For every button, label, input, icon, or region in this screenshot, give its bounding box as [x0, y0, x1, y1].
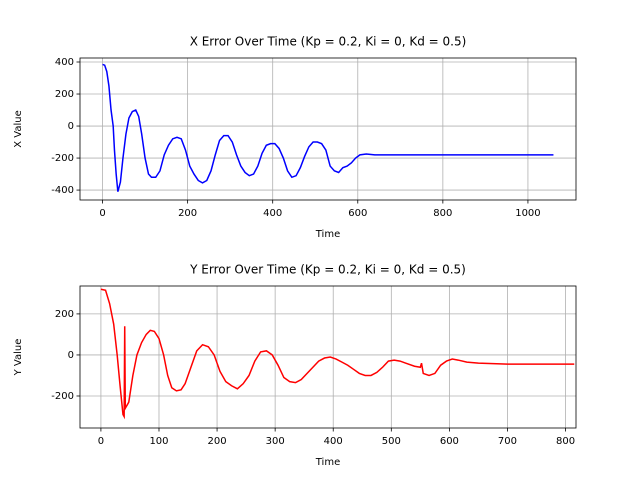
y-tick-label: 0 [68, 121, 74, 132]
y-tick-label: -200 [51, 153, 74, 164]
y-tick-label: -400 [51, 185, 74, 196]
y-tick-label: 0 [68, 350, 74, 361]
x-tick-label: 500 [382, 436, 401, 447]
x-tick-label: 600 [348, 208, 367, 219]
x-tick-label: 300 [266, 436, 285, 447]
chart-title: X Error Over Time (Kp = 0.2, Ki = 0, Kd … [190, 35, 467, 49]
x-tick-label: 0 [98, 436, 104, 447]
y-axis-label: Y Value [13, 339, 24, 377]
axes-frame [79, 285, 577, 429]
y-tick-label: 400 [55, 57, 74, 68]
x-tick-label: 700 [498, 436, 517, 447]
x-tick-label: 0 [99, 208, 105, 219]
x-tick-label: 1000 [515, 208, 540, 219]
x-tick-label: 600 [440, 436, 459, 447]
x-tick-label: 200 [208, 436, 227, 447]
y-tick-label: 200 [55, 89, 74, 100]
x-axis-label: Time [315, 457, 340, 468]
data-line [102, 63, 554, 192]
x-tick-label: 400 [263, 208, 282, 219]
x-axis-label: Time [315, 229, 340, 240]
x-tick-label: 400 [324, 436, 343, 447]
y-tick-label: 200 [55, 309, 74, 320]
x-tick-label: 800 [556, 436, 575, 447]
data-line [100, 288, 575, 420]
chart-title: Y Error Over Time (Kp = 0.2, Ki = 0, Kd … [189, 263, 466, 277]
x-tick-label: 200 [178, 208, 197, 219]
x-tick-label: 100 [149, 436, 168, 447]
x-tick-label: 800 [433, 208, 452, 219]
axes-frame [79, 57, 577, 201]
y-axis-label: X Value [13, 110, 24, 148]
y-tick-label: -200 [51, 391, 74, 402]
